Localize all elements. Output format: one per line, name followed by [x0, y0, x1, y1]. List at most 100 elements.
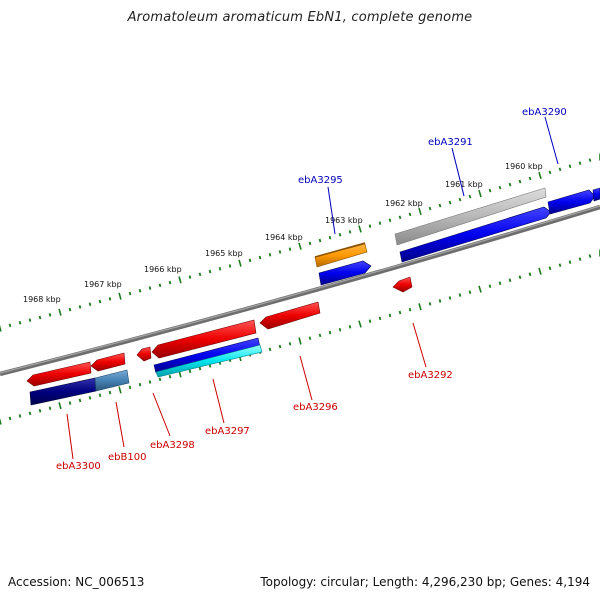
lower-tick-minor	[398, 310, 402, 315]
upper-tick-minor	[88, 302, 92, 307]
lower-tick-minor	[488, 284, 492, 288]
upper-tick-minor	[138, 288, 142, 293]
lower-tick-minor	[338, 327, 342, 332]
lower-tick-minor	[78, 398, 82, 403]
upper-tick-minor	[348, 230, 352, 234]
kbp-label: 1968 kbp	[23, 295, 61, 304]
leader-ebA3298	[152, 392, 171, 437]
upper-tick-minor	[518, 179, 522, 184]
lower-tick-minor	[368, 319, 372, 323]
lower-tick-minor	[308, 336, 312, 340]
lower-tick-minor	[588, 254, 592, 258]
gene-labels: ebA3295 ebA3291 ebA3290 ebA3300 ebB100 e…	[56, 107, 567, 472]
gene-red-small[interactable]	[90, 352, 126, 372]
map-title: Aromatoleum aromaticum EbN1, complete ge…	[127, 10, 473, 25]
gene-blue-edge[interactable]	[592, 187, 600, 202]
gene-label-ebA3298[interactable]: ebA3298	[150, 440, 195, 451]
leader-ebA3291	[451, 147, 465, 197]
upper-tick-minor	[158, 283, 162, 288]
upper-tick-major	[358, 225, 362, 233]
gene-ebB100[interactable]	[94, 369, 130, 392]
forward-genes	[314, 187, 600, 286]
tick-tracks	[0, 153, 600, 425]
gene-ebA3290[interactable]	[547, 189, 596, 215]
leader-ebA3295	[327, 186, 336, 235]
lower-tick-minor	[468, 290, 472, 294]
gene-label-ebA3300[interactable]: ebA3300	[56, 461, 101, 472]
upper-tick-minor	[98, 299, 102, 304]
upper-tick-minor	[578, 161, 582, 165]
gene-ebA3295-edge	[314, 242, 366, 258]
upper-tick-minor	[308, 241, 312, 246]
gene-label-ebA3292[interactable]: ebA3292	[408, 370, 453, 381]
gene-ebA3291[interactable]	[394, 187, 547, 246]
lower-tick-minor	[328, 330, 332, 335]
upper-tick-minor	[108, 297, 112, 301]
upper-tick-major	[538, 171, 542, 180]
accession-text: Accession: NC_006513	[8, 575, 145, 589]
upper-tick-minor	[248, 258, 252, 263]
upper-tick-minor	[548, 170, 552, 175]
lower-tick-minor	[148, 380, 152, 384]
upper-tick-minor	[38, 315, 42, 320]
kbp-label: 1960 kbp	[505, 162, 543, 171]
lower-tick-minor	[68, 401, 72, 405]
upper-tick-major	[118, 292, 122, 300]
lower-tick-minor	[38, 408, 42, 413]
upper-tick-minor	[128, 291, 132, 296]
gene-cyan-row[interactable]	[155, 344, 263, 378]
upper-tick-minor	[268, 252, 272, 257]
lower-tick-minor	[288, 342, 292, 346]
lower-tick-minor	[428, 302, 432, 306]
upper-tick-minor	[438, 203, 442, 208]
lower-tick-minor	[88, 396, 92, 400]
upper-tick-minor	[258, 255, 262, 260]
lower-tick-minor	[508, 278, 512, 283]
upper-tick-minor	[388, 218, 392, 223]
lower-tick-minor	[528, 272, 532, 277]
upper-tick-minor	[448, 200, 452, 205]
upper-tick-minor	[48, 313, 52, 317]
gene-ebA3298[interactable]	[136, 346, 152, 362]
genome-backbone	[0, 204, 600, 377]
lower-tick-minor	[558, 263, 562, 267]
lower-tick-minor	[108, 390, 112, 395]
upper-tick-minor	[78, 305, 82, 309]
lower-tick-minor	[348, 325, 352, 329]
lower-tick-minor	[18, 414, 22, 418]
upper-tick-major	[0, 324, 2, 332]
genome-summary-text: Topology: circular; Length: 4,296,230 bp…	[260, 575, 590, 589]
upper-tick-minor	[168, 280, 172, 285]
upper-tick-major	[58, 308, 62, 316]
lower-tick-minor	[268, 347, 272, 352]
gene-ebA3296[interactable]	[259, 301, 321, 330]
gene-label-ebA3297[interactable]: ebA3297	[205, 426, 250, 437]
upper-tick-minor	[28, 318, 32, 322]
lower-tick-minor	[138, 382, 142, 387]
gene-ebA3300-red[interactable]	[26, 361, 92, 387]
gene-label-ebA3295[interactable]: ebA3295	[298, 175, 343, 186]
upper-tick-minor	[468, 194, 472, 199]
gene-label-ebA3290[interactable]: ebA3290	[522, 107, 567, 118]
gene-ebA3292[interactable]	[392, 276, 413, 293]
gene-blue-long[interactable]	[399, 206, 552, 263]
upper-tick-minor	[498, 185, 502, 190]
gene-ebA3297[interactable]	[151, 319, 257, 359]
gene-label-ebB100[interactable]: ebB100	[108, 452, 146, 463]
upper-tick-minor	[198, 272, 202, 277]
lower-tick-minor	[568, 260, 572, 264]
upper-tick-minor	[188, 275, 192, 279]
lower-tick-minor	[278, 344, 282, 349]
lower-tick-minor	[318, 333, 322, 338]
upper-tick-minor	[568, 164, 572, 169]
gene-blue-small[interactable]	[318, 260, 372, 286]
reverse-genes	[26, 276, 413, 406]
lower-tick-minor	[168, 374, 172, 379]
gene-label-ebA3296[interactable]: ebA3296	[293, 402, 338, 413]
gene-label-ebA3291[interactable]: ebA3291	[428, 137, 473, 148]
lower-tick-major	[358, 320, 362, 328]
lower-tick-minor	[198, 366, 202, 371]
upper-tick-minor	[228, 264, 232, 268]
upper-tick-minor	[408, 212, 412, 217]
kbp-labels: 1968 kbp 1967 kbp 1966 kbp 1965 kbp 1964…	[23, 162, 543, 304]
